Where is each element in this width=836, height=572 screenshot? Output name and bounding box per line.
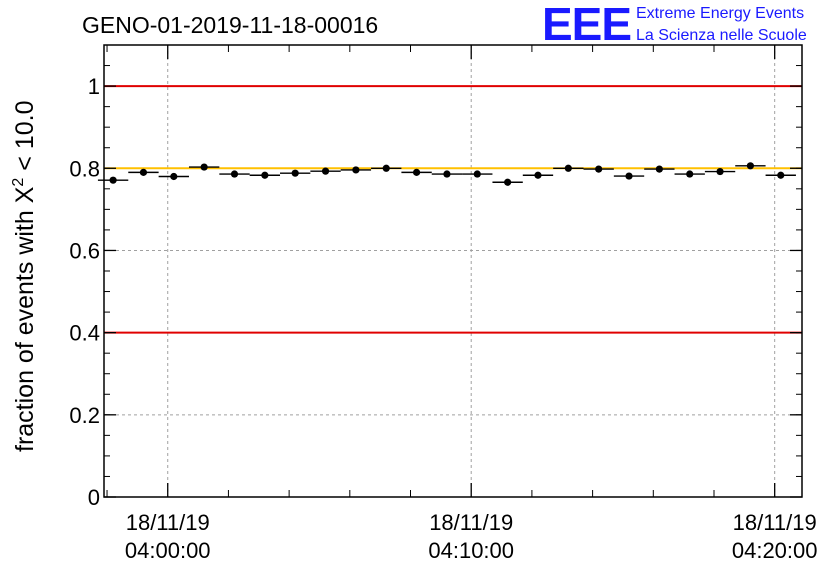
data-point — [230, 170, 239, 178]
data-point — [534, 171, 542, 179]
data-point — [170, 172, 178, 181]
data-point — [443, 170, 451, 178]
y-tick-label: 0.6 — [69, 238, 100, 263]
data-point — [321, 167, 330, 175]
tick-labels: 0 0.2 0.4 0.6 0.8 1 18/11/19 04:00:00 18/11/19 04… — [69, 74, 817, 563]
y-axis-label-suffix: < 10.0 — [11, 101, 39, 178]
x-tick-date: 18/11/19 — [126, 510, 210, 535]
eee-logo: EEE Extreme Energy Events La Scienza nel… — [542, 0, 807, 50]
data-point — [777, 171, 785, 179]
data-point — [109, 176, 117, 184]
y-tick-label: 0 — [88, 485, 100, 510]
y-axis-label: fraction of events with X2 < 10.0 — [10, 101, 39, 452]
data-points — [97, 162, 796, 186]
logo-line-2: La Scienza nelle Scuole — [636, 27, 807, 44]
grid-layer — [104, 45, 802, 497]
y-tick-label: 1 — [88, 74, 100, 99]
data-point — [716, 167, 724, 176]
y-axis-label-prefix: fraction of events with — [11, 203, 39, 452]
x-tick-time: 04:20:00 — [732, 538, 818, 563]
y-tick-label: 0.8 — [69, 156, 100, 181]
y-tick-label: 0.4 — [69, 321, 100, 346]
data-point — [382, 164, 390, 172]
data-point — [412, 168, 421, 176]
data-point — [564, 164, 572, 172]
logo-mark: EEE — [542, 0, 631, 50]
logo-line-1: Extreme Energy Events — [636, 5, 804, 22]
data-point — [625, 172, 633, 180]
data-point — [352, 166, 360, 174]
data-point — [291, 169, 299, 177]
data-point — [139, 168, 148, 176]
x-tick-time: 04:10:00 — [428, 538, 514, 563]
plot-frame — [103, 44, 803, 498]
data-point — [595, 165, 603, 173]
data-point — [746, 162, 755, 170]
y-axis-label-sup: 2 — [10, 178, 27, 187]
x-tick-date: 18/11/19 — [429, 510, 513, 535]
y-tick-label: 0.2 — [69, 403, 100, 428]
data-point — [261, 171, 269, 179]
x-tick-time: 04:00:00 — [125, 538, 211, 563]
reference-lines — [104, 85, 802, 334]
data-point — [473, 170, 481, 178]
data-point — [686, 170, 694, 178]
chart-title: GENO-01-2019-11-18-00016 — [82, 12, 378, 38]
y-axis-label-chi: X — [11, 186, 39, 203]
data-point — [655, 165, 663, 173]
plot-frame-rect — [103, 44, 803, 498]
axis-ticks — [104, 44, 802, 498]
data-point — [200, 163, 208, 171]
x-tick-date: 18/11/19 — [733, 510, 817, 535]
data-point — [504, 178, 512, 186]
